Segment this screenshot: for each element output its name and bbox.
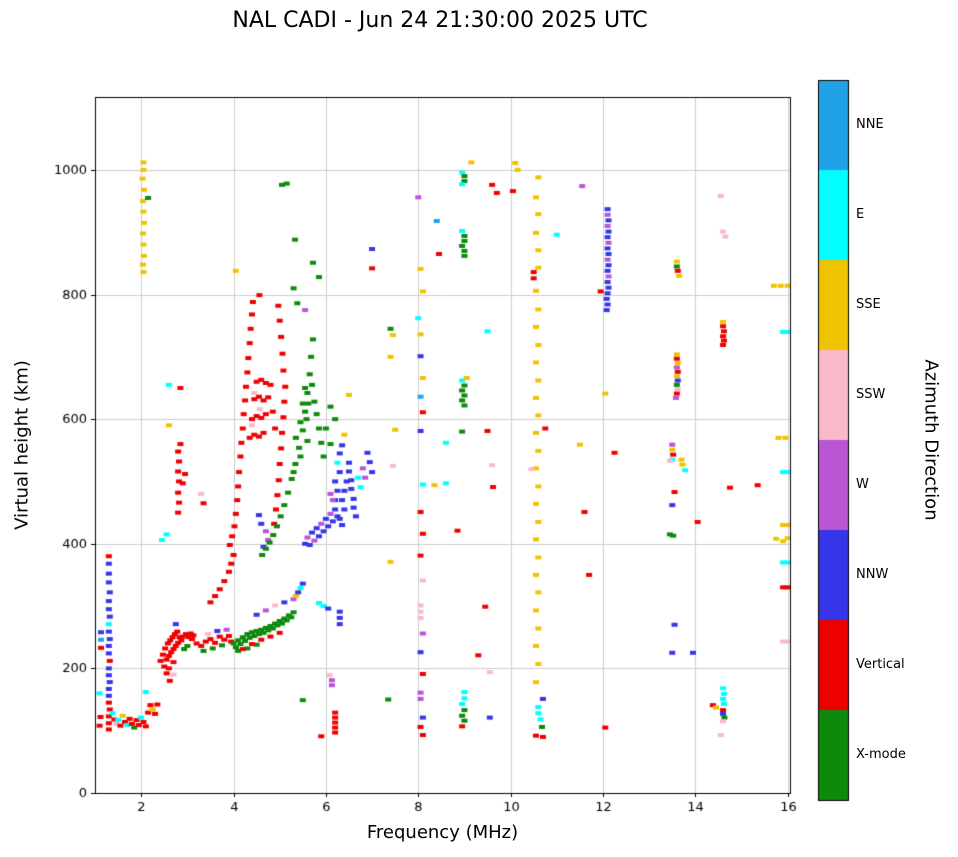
colorbar-label-e: E (856, 207, 865, 222)
y-axis-label: Virtual height (km) (11, 360, 33, 530)
colorbar-label-sse: SSE (856, 297, 881, 312)
colorbar-label-ssw: SSW (856, 387, 886, 402)
x-axis-label: Frequency (MHz) (366, 822, 519, 843)
colorbar-label-w: W (856, 477, 869, 492)
chart-title: NAL CADI - Jun 24 21:30:00 2025 UTC (232, 8, 648, 33)
colorbar-label-nne: NNE (856, 117, 884, 132)
colorbar-axis-label: Azimuth Direction (920, 359, 942, 521)
colorbar-label-vertical: Vertical (856, 657, 905, 672)
colorbar-label-nnw: NNW (856, 567, 889, 582)
colorbar-label-x-mode: X-mode (856, 747, 906, 762)
